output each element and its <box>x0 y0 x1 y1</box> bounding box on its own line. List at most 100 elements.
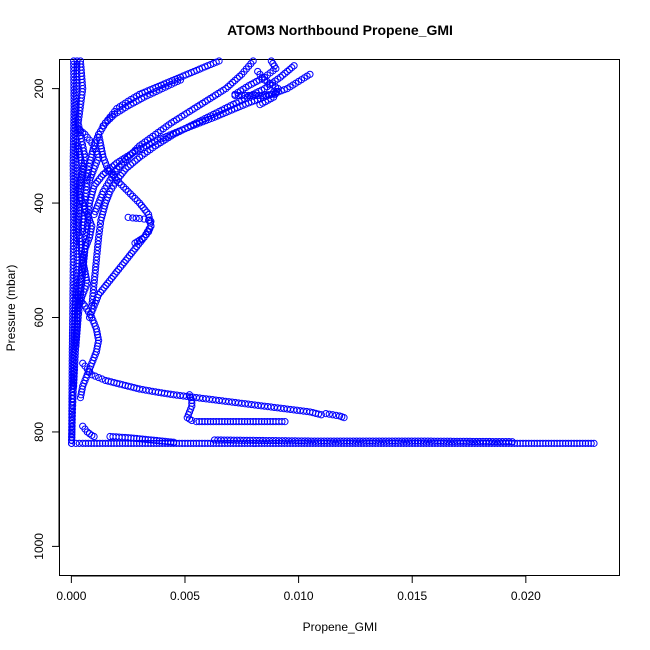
data-point <box>95 373 103 382</box>
y-tick-label: 800 <box>32 422 46 442</box>
data-point <box>248 91 256 100</box>
data-point <box>87 439 95 447</box>
data-point <box>107 439 115 447</box>
data-point <box>124 213 132 221</box>
data-series <box>231 88 280 100</box>
data-point <box>110 439 118 447</box>
data-point <box>570 439 578 447</box>
data-point <box>118 261 126 269</box>
data-point <box>133 197 141 205</box>
data-series <box>72 291 103 402</box>
data-point <box>120 167 128 175</box>
data-point <box>256 101 264 109</box>
data-point <box>84 173 92 181</box>
data-point <box>235 418 243 426</box>
data-point <box>133 155 141 163</box>
data-point <box>281 418 289 426</box>
data-point <box>581 439 590 447</box>
data-point <box>234 91 242 100</box>
data-point <box>266 418 274 426</box>
data-point <box>221 418 229 426</box>
plot-area <box>67 57 598 447</box>
data-point <box>107 274 115 283</box>
data-point <box>508 438 516 446</box>
data-point <box>81 439 90 447</box>
data-point <box>252 418 260 426</box>
data-point <box>490 439 499 447</box>
data-point <box>101 439 110 447</box>
data-point <box>263 418 271 426</box>
data-point <box>124 163 132 171</box>
data-point <box>105 277 114 285</box>
data-point <box>104 279 112 287</box>
data-point <box>76 126 85 135</box>
data-point <box>113 268 121 276</box>
data-point <box>270 88 278 96</box>
data-point <box>135 214 144 223</box>
data-point <box>150 439 158 447</box>
data-point <box>564 439 573 447</box>
chart-title: ATOM3 Northbound Propene_GMI <box>227 22 453 38</box>
data-point <box>110 110 119 118</box>
data-point <box>109 272 117 280</box>
data-series <box>183 391 289 426</box>
data-point <box>108 112 116 121</box>
data-point <box>79 439 87 447</box>
data-point <box>90 439 98 447</box>
data-point <box>139 204 147 212</box>
data-point <box>243 418 252 426</box>
data-point <box>113 439 121 447</box>
data-point <box>229 418 237 426</box>
data-point <box>188 416 196 425</box>
data-point <box>116 439 124 447</box>
data-point <box>72 291 80 299</box>
data-point <box>519 439 527 447</box>
data-point <box>539 439 547 447</box>
data-point <box>126 190 135 198</box>
data-series <box>74 142 96 310</box>
data-point <box>229 78 237 87</box>
data-point <box>290 62 298 70</box>
data-point <box>288 64 296 72</box>
data-point <box>122 155 130 164</box>
data-point <box>231 91 239 100</box>
data-point <box>125 252 134 260</box>
data-point <box>77 391 85 399</box>
data-point <box>553 439 561 447</box>
data-series <box>85 130 155 322</box>
data-point <box>235 72 244 80</box>
data-series <box>231 57 280 98</box>
data-point <box>135 142 144 150</box>
data-point <box>285 65 294 74</box>
data-point <box>124 188 132 196</box>
data-point <box>187 439 195 447</box>
data-point <box>127 249 135 258</box>
data-point <box>137 201 145 209</box>
x-tick-label: 0.000 <box>56 589 86 603</box>
data-point <box>131 194 139 203</box>
data-point <box>131 157 139 165</box>
data-point <box>184 439 192 447</box>
data-point <box>238 70 246 78</box>
data-point <box>96 439 104 447</box>
data-point <box>516 439 524 447</box>
data-point <box>195 439 203 447</box>
data-point <box>267 90 275 98</box>
data-point <box>95 226 104 235</box>
data-point <box>170 439 178 447</box>
data-point <box>325 410 333 418</box>
data-point <box>192 418 200 426</box>
data-point <box>238 91 246 100</box>
data-point <box>133 144 141 152</box>
y-axis-label: Pressure (mbar) <box>4 265 18 352</box>
data-point <box>212 418 220 426</box>
data-point <box>255 418 263 426</box>
data-point <box>206 418 215 426</box>
data-point <box>109 171 117 180</box>
data-point <box>122 185 130 193</box>
data-point <box>126 161 135 169</box>
data-point <box>198 418 206 426</box>
data-series <box>322 410 348 422</box>
data-point <box>576 439 584 447</box>
